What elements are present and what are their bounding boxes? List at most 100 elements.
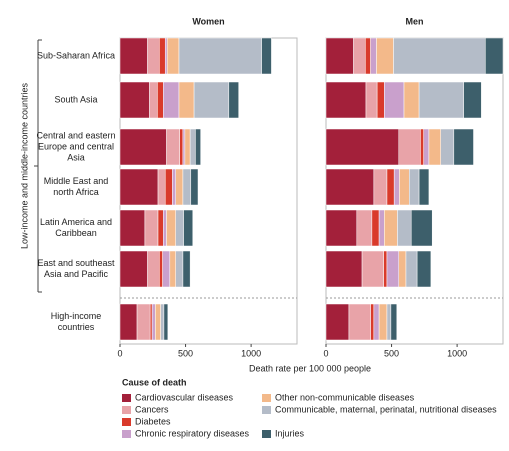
panel-title: Men: [406, 16, 424, 26]
bar-segment: [325, 303, 350, 341]
bar-segment: [325, 250, 363, 288]
bar-segment: [398, 250, 407, 288]
bar-segment: [376, 81, 385, 119]
legend-swatch: [262, 406, 271, 414]
bar-segment: [261, 37, 272, 75]
bar-segment: [376, 37, 394, 75]
bar-segment: [373, 168, 388, 206]
bar-segment: [175, 209, 184, 247]
legend-title: Cause of death: [122, 377, 187, 387]
bar-segment: [149, 303, 153, 341]
x-tick-label: 1000: [447, 348, 467, 358]
bar-segment: [420, 128, 424, 166]
legend-label: Other non-communicable diseases: [275, 392, 415, 402]
bar-segment: [325, 37, 354, 75]
x-tick-label: 500: [384, 348, 399, 358]
bar-segment: [348, 303, 371, 341]
bar-segment: [172, 168, 176, 206]
legend-swatch: [122, 406, 131, 414]
bar-segment: [175, 250, 184, 288]
bar-segment: [386, 168, 395, 206]
x-tick-label: 500: [178, 348, 193, 358]
legend-swatch: [122, 418, 131, 426]
category-label: South Asia: [54, 94, 98, 105]
bar-segment: [365, 81, 378, 119]
bar-segment: [373, 303, 380, 341]
bar-segment: [119, 81, 150, 119]
bar-segment: [356, 209, 373, 247]
bar-segment: [365, 37, 371, 75]
bar-segment: [119, 128, 167, 166]
bar-segment: [166, 209, 176, 247]
bar-segment: [370, 303, 375, 341]
legend-swatch: [262, 394, 271, 402]
bar-segment: [485, 37, 504, 75]
x-axis-label: Death rate per 100 000 people: [249, 363, 371, 373]
bar-segment: [370, 37, 377, 75]
bar-segment: [147, 37, 160, 75]
bar-segment: [163, 303, 169, 341]
bar-segment: [166, 128, 180, 166]
bar-segment: [325, 128, 400, 166]
bar-segment: [119, 37, 148, 75]
bar-segment: [399, 168, 410, 206]
bar-segment: [384, 81, 405, 119]
bar-segment: [378, 209, 385, 247]
bar-segment: [159, 37, 166, 75]
bar-segment: [418, 81, 464, 119]
legend-label: Communicable, maternal, perinatal, nutri…: [275, 404, 497, 414]
bar-segment: [169, 250, 176, 288]
bar-segment: [157, 81, 164, 119]
bar-segment: [189, 128, 196, 166]
bar-segment: [119, 209, 146, 247]
bar-segment: [403, 81, 420, 119]
bar-segment: [119, 168, 159, 206]
legend-label: Cancers: [135, 404, 169, 414]
bar-segment: [159, 250, 163, 288]
bar-segment: [398, 128, 421, 166]
bar-segment: [184, 128, 191, 166]
bar-segment: [390, 303, 398, 341]
bar-segment: [155, 303, 161, 341]
x-tick-label: 0: [117, 348, 122, 358]
bar-segment: [463, 81, 482, 119]
bar-segment: [371, 209, 380, 247]
bar-segment: [440, 128, 455, 166]
bar-segment: [409, 168, 420, 206]
bar-segment: [164, 168, 173, 206]
bar-segment: [428, 128, 441, 166]
legend-label: Diabetes: [135, 416, 171, 426]
category-label: Middle East and north Africa: [43, 176, 109, 197]
legend-swatch: [122, 430, 131, 438]
legend-label: Cardiovascular diseases: [135, 392, 234, 402]
bar-segment: [423, 128, 430, 166]
bar-segment: [157, 209, 164, 247]
bar-segment: [182, 128, 186, 166]
bar-segment: [453, 128, 474, 166]
bar-segment: [163, 81, 180, 119]
bar-segment: [405, 250, 418, 288]
category-label: East and southeast Asia and Pacific: [37, 258, 115, 279]
bar-segment: [325, 168, 375, 206]
bar-segment: [384, 209, 398, 247]
category-label: High-income countries: [50, 311, 102, 332]
bar-segment: [228, 81, 239, 119]
bar-segment: [175, 168, 184, 206]
bar-segment: [393, 37, 486, 75]
bar-segment: [163, 209, 167, 247]
bar-segment: [149, 81, 158, 119]
bar-segment: [136, 303, 151, 341]
bar-segment: [353, 37, 366, 75]
bar-segment: [393, 168, 400, 206]
bar-segment: [410, 209, 433, 247]
legend-label: Chronic respiratory diseases: [135, 428, 250, 438]
category-label: Latin America and Caribbean: [39, 217, 113, 238]
x-tick-label: 0: [323, 348, 328, 358]
bar-segment: [144, 209, 159, 247]
bar-segment: [162, 250, 171, 288]
bar-segment: [160, 303, 165, 341]
bar-segment: [119, 303, 138, 341]
bar-segment: [378, 303, 388, 341]
